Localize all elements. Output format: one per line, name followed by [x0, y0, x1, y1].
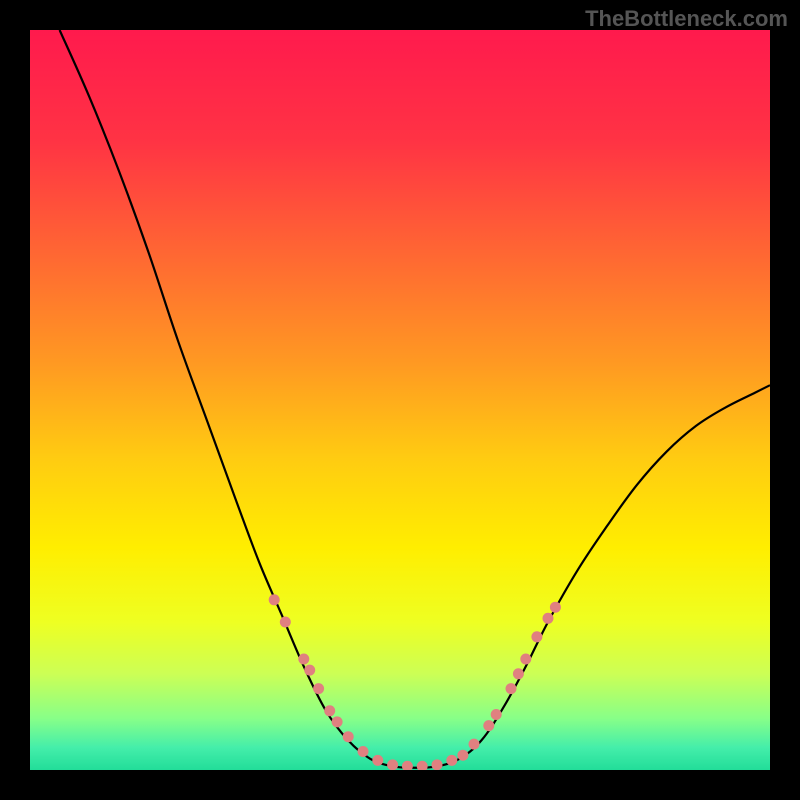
- marker-point: [324, 705, 335, 716]
- marker-point: [543, 613, 554, 624]
- plot-area: [30, 30, 770, 770]
- bottleneck-curve: [60, 30, 770, 768]
- marker-point: [432, 759, 443, 770]
- marker-point: [313, 683, 324, 694]
- marker-point: [457, 750, 468, 761]
- marker-point: [491, 709, 502, 720]
- marker-point: [402, 761, 413, 770]
- marker-point: [387, 759, 398, 770]
- marker-point: [358, 746, 369, 757]
- marker-point: [372, 755, 383, 766]
- marker-point: [531, 631, 542, 642]
- marker-point: [269, 594, 280, 605]
- marker-point: [304, 665, 315, 676]
- marker-point: [446, 755, 457, 766]
- marker-point: [343, 731, 354, 742]
- marker-point: [469, 739, 480, 750]
- marker-point: [298, 654, 309, 665]
- marker-point: [332, 716, 343, 727]
- marker-point: [520, 654, 531, 665]
- marker-point: [506, 683, 517, 694]
- marker-point: [483, 720, 494, 731]
- curve-layer: [30, 30, 770, 770]
- watermark-text: TheBottleneck.com: [585, 6, 788, 32]
- marker-point: [280, 617, 291, 628]
- marker-point: [550, 602, 561, 613]
- marker-point: [513, 668, 524, 679]
- marker-point: [417, 761, 428, 770]
